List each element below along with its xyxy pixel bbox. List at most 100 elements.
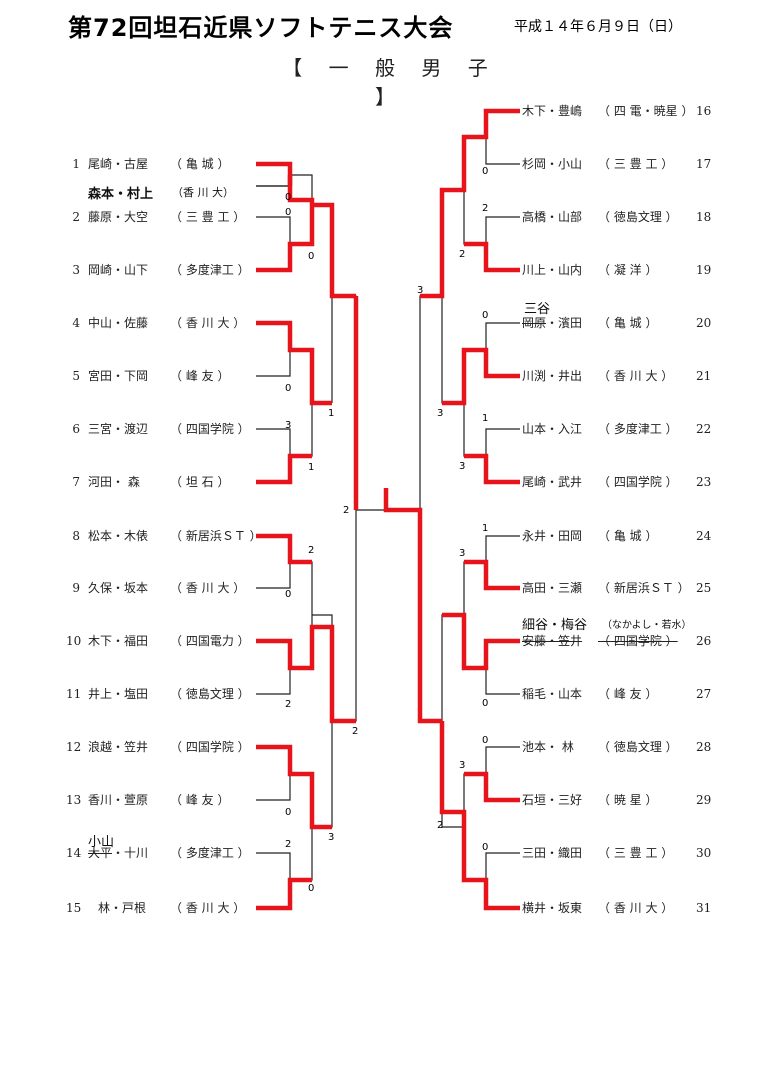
- school: （ 香 川 大 ）: [170, 316, 246, 330]
- entry-number: 27: [696, 687, 712, 701]
- score: 2: [343, 505, 350, 516]
- entry-number: 20: [696, 316, 712, 330]
- player-names: 中山・佐藤: [88, 316, 149, 330]
- entry-number: 16: [696, 104, 712, 118]
- score: 0: [482, 166, 489, 177]
- school: （ 徳島文理 ）: [598, 740, 678, 754]
- school: （ 坦 石 ）: [170, 475, 230, 489]
- school: （ 三 豊 工 ）: [598, 846, 674, 860]
- entry-number: 13: [66, 793, 82, 807]
- entry-number: 4: [72, 316, 80, 330]
- player-names: 久保・坂本: [88, 581, 149, 595]
- school: （ 亀 城 ）: [170, 157, 230, 171]
- school: （ 四国学院 ）: [170, 422, 250, 436]
- score: 0: [308, 883, 315, 894]
- score: 3: [459, 461, 466, 472]
- score: 2: [459, 249, 466, 260]
- score: 0: [482, 310, 489, 321]
- entry-number: 9: [72, 581, 80, 595]
- player-names: 横井・坂東: [522, 901, 583, 915]
- entry-number: 7: [72, 475, 80, 489]
- player-names: 井上・塩田: [88, 687, 149, 701]
- school: （ 四国電力 ）: [170, 634, 250, 648]
- school: （ 香 川 大 ）: [598, 901, 674, 915]
- name-rest: ・十川: [112, 846, 149, 860]
- player-names: 三田・織田: [522, 846, 583, 860]
- entry-number: 25: [696, 581, 712, 595]
- player-names: 尾崎・武井: [522, 475, 583, 489]
- school: （ 凝 洋 ）: [598, 263, 658, 277]
- score: 0: [285, 589, 292, 600]
- player-names: 浪越・笠井: [88, 740, 149, 754]
- tournament-date: 平成１４年６月９日（日）: [514, 19, 682, 35]
- score: 0: [285, 192, 292, 203]
- entry-number: 1: [72, 157, 80, 171]
- school: （ 多度津工 ）: [170, 263, 250, 277]
- entry-number: 29: [696, 793, 712, 807]
- player-names: 高田・三瀬: [522, 581, 583, 595]
- school: （ 三 豊 工 ）: [170, 210, 246, 224]
- player-names: 尾崎・古屋: [88, 157, 149, 171]
- entry-number: 26: [696, 634, 712, 648]
- school: （ 峰 友 ）: [170, 793, 230, 807]
- school: （ 亀 城 ）: [598, 529, 658, 543]
- player-names: 川渕・井出: [522, 369, 583, 383]
- school: （ 亀 城 ）: [598, 316, 658, 330]
- tournament-title: 第72回坦石近県ソフトテニス大会: [68, 14, 454, 42]
- division-heading: 【 一 般 男 子 】: [282, 56, 498, 109]
- score: 3: [459, 548, 466, 559]
- score: 0: [482, 842, 489, 853]
- player-names: 三宮・渡辺: [88, 422, 149, 436]
- school: （ 多度津工 ）: [170, 846, 250, 860]
- score: 3: [328, 832, 335, 843]
- score: 1: [308, 462, 315, 473]
- substitute-note-26: 細谷・梅谷: [522, 618, 588, 633]
- score: 3: [417, 285, 424, 296]
- player-names: 松本・木俵: [88, 529, 149, 543]
- player-names: 藤原・大空: [88, 210, 149, 224]
- entry-number: 3: [72, 263, 80, 277]
- score: 2: [308, 545, 315, 556]
- school: （ 峰 友 ）: [598, 687, 658, 701]
- school: （ 徳島文理 ）: [598, 210, 678, 224]
- substitute-note-26-school: （なかよし・若水）: [602, 620, 692, 631]
- school: （ 四 電・暁星 ）: [598, 104, 694, 118]
- school: （ 新居浜ＳＴ ）: [598, 581, 690, 595]
- entry-number: 24: [696, 529, 712, 543]
- school: （ 峰 友 ）: [170, 369, 230, 383]
- school: （ 徳島文理 ）: [170, 687, 250, 701]
- substitute-note-20: 三谷: [524, 302, 551, 317]
- school: （ 四国学院 ）: [170, 740, 250, 754]
- score: 1: [482, 523, 489, 534]
- score: 2: [437, 820, 444, 831]
- entry-number: 5: [72, 369, 80, 383]
- entry-number: 19: [696, 263, 712, 277]
- struck-school: （ 四国学院 ）: [598, 634, 678, 648]
- score: 2: [285, 699, 292, 710]
- school: （ 多度津工 ）: [598, 422, 678, 436]
- score: 3: [459, 760, 466, 771]
- entry-number: 8: [72, 529, 80, 543]
- school: （ 三 豊 工 ）: [598, 157, 674, 171]
- struck-name: 安藤・笠井: [522, 634, 583, 648]
- entry-number: 22: [696, 422, 712, 436]
- entry-number: 15: [66, 901, 82, 915]
- entry-number: 31: [696, 901, 712, 915]
- winner-path: [256, 108, 520, 911]
- player-names: 池本・ 林: [522, 740, 574, 754]
- entry-number: 10: [66, 634, 82, 648]
- entry-number: 28: [696, 740, 712, 754]
- score: 1: [328, 408, 335, 419]
- school: （ 暁 星 ）: [598, 793, 658, 807]
- score: 0: [308, 251, 315, 262]
- player-names: 林・戸根: [98, 901, 147, 915]
- school: （ 香 川 大 ）: [170, 581, 246, 595]
- school: （ 香 川 大 ）: [598, 369, 674, 383]
- player-names: 香川・萱原: [88, 793, 149, 807]
- player-names: 木下・福田: [88, 634, 149, 648]
- score: 0: [285, 807, 292, 818]
- entry-number: 18: [696, 210, 712, 224]
- player-names: 岡崎・山下: [88, 263, 149, 277]
- player-names: 岡原・濱田: [522, 316, 582, 330]
- score: 3: [285, 420, 292, 431]
